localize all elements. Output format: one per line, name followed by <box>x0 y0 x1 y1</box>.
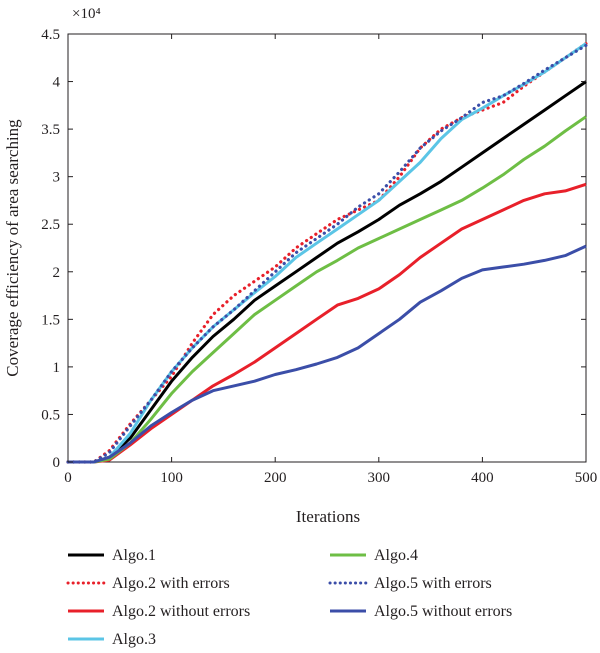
x-tick-label: 0 <box>64 470 72 486</box>
y-tick-label: 4.5 <box>41 27 60 43</box>
legend-label-1: Algo.1 <box>112 547 156 564</box>
x-tick-label: 300 <box>368 470 391 486</box>
y-tick-label: 1.5 <box>41 312 60 328</box>
series-line-2 <box>66 41 588 464</box>
legend-label-2: Algo.2 with errors <box>112 575 230 592</box>
ticks: 0 100 200 300 400 500 0 0.5 1 1.5 2 2.5 3 3.5 4 4.5 <box>41 27 597 486</box>
x-axis-label: Iterations <box>296 507 360 526</box>
y-tick-label: 2 <box>53 265 61 281</box>
legend-label-7: Algo.5 without errors <box>374 603 512 620</box>
y-tick-label: 3.5 <box>41 122 60 138</box>
y-tick-label: 2.5 <box>41 217 60 233</box>
series-layer <box>66 41 588 464</box>
series-line-7 <box>68 244 587 464</box>
y-tick-label: 3 <box>53 170 61 186</box>
series-line-5 <box>68 115 587 464</box>
series-line-6 <box>66 43 588 464</box>
y-tick-label: 4 <box>53 75 61 91</box>
legend-label-4: Algo.3 <box>112 631 156 648</box>
y-axis-label: Coverage efficiency of area searching <box>3 119 22 377</box>
y-multiplier-label: ×10⁴ <box>72 6 101 22</box>
y-tick-label: 0.5 <box>41 407 60 423</box>
series-line-1 <box>68 80 587 464</box>
x-tick-label: 200 <box>264 470 287 486</box>
series-line-4 <box>68 42 587 464</box>
x-tick-label: 500 <box>575 470 598 486</box>
y-tick-label: 1 <box>53 360 61 376</box>
series-line-3 <box>68 182 587 464</box>
x-tick-label: 400 <box>471 470 494 486</box>
legend-label-6: Algo.5 with errors <box>374 575 492 592</box>
legend-label-3: Algo.2 without errors <box>112 603 250 620</box>
y-tick-label: 0 <box>53 455 61 471</box>
legend-label-5: Algo.4 <box>374 547 418 564</box>
legend: Algo.1 Algo.4 Algo.2 with errors Algo.5 wit… <box>66 547 512 648</box>
plot-frame <box>67 33 587 463</box>
axes <box>67 33 587 463</box>
x-tick-label: 100 <box>160 470 183 486</box>
